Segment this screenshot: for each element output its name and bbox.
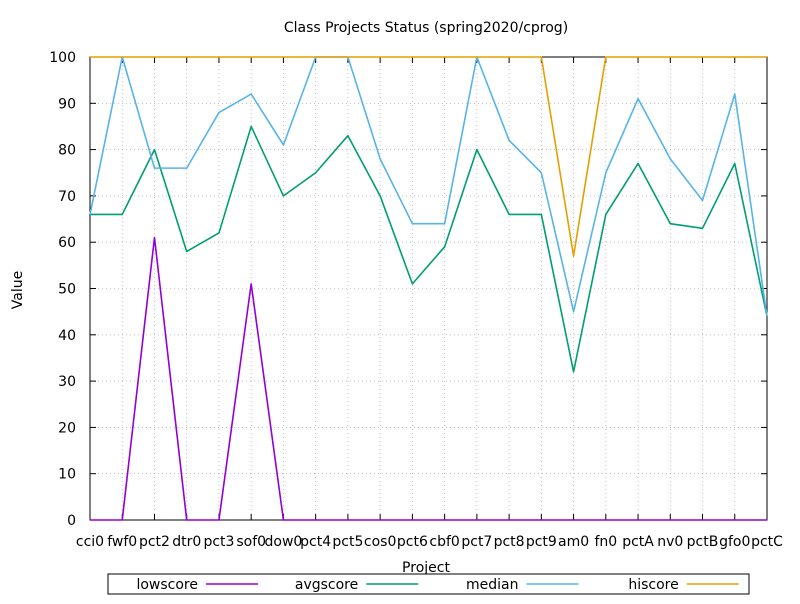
x-tick-label: pct4 — [300, 534, 331, 550]
y-tick-label: 80 — [58, 143, 76, 159]
x-tick-label: sof0 — [236, 534, 266, 550]
x-tick-label: pct2 — [139, 534, 170, 550]
x-axis-label: Project — [402, 560, 450, 576]
legend: lowscore avgscore median hiscore — [107, 573, 750, 595]
x-tick-label: pctB — [687, 534, 719, 550]
x-tick-label: gfo0 — [719, 534, 750, 550]
x-tick-label: pctC — [751, 534, 783, 550]
legend-box — [107, 573, 750, 595]
y-tick-label: 100 — [49, 50, 76, 66]
x-tick-label: pct7 — [461, 534, 492, 550]
x-tick-label: am0 — [558, 534, 589, 550]
y-tick-label: 30 — [58, 374, 76, 390]
y-tick-label: 0 — [67, 513, 76, 529]
x-tick-label: pctA — [622, 534, 654, 550]
x-tick-label: cos0 — [364, 534, 396, 550]
y-tick-label: 10 — [58, 467, 76, 483]
x-tick-label: dtr0 — [172, 534, 201, 550]
y-tick-label: 70 — [58, 189, 76, 205]
legend-label-lowscore: lowscore — [136, 577, 198, 593]
y-tick-label: 40 — [58, 328, 76, 344]
x-tick-label: pct8 — [494, 534, 525, 550]
x-tick-label: pct3 — [203, 534, 234, 550]
x-tick-label: cci0 — [76, 534, 104, 550]
legend-label-median: median — [466, 577, 518, 593]
series-line-avgscore — [90, 125, 768, 373]
legend-label-avgscore: avgscore — [295, 577, 358, 593]
x-tick-label: pct5 — [332, 534, 363, 550]
x-tick-label: pct6 — [397, 534, 428, 550]
y-tick-label: 50 — [58, 282, 76, 298]
y-tick-label: 60 — [58, 235, 76, 251]
chart-title: Class Projects Status (spring2020/cprog) — [284, 20, 568, 36]
series-line-median — [89, 56, 768, 317]
y-tick-label: 90 — [58, 96, 76, 112]
x-tick-label: fn0 — [594, 534, 617, 550]
x-tick-label: pct9 — [526, 534, 557, 550]
x-tick-label: nv0 — [657, 534, 683, 550]
x-tick-label: cbf0 — [429, 534, 459, 550]
x-tick-label: fwf0 — [107, 534, 137, 550]
series-line-lowscore — [90, 236, 767, 521]
y-axis-label: Value — [10, 271, 26, 309]
x-tick-label: dow0 — [265, 534, 303, 550]
legend-label-hiscore: hiscore — [628, 577, 678, 593]
series-line-hiscore — [90, 56, 767, 257]
y-tick-label: 20 — [58, 420, 76, 436]
